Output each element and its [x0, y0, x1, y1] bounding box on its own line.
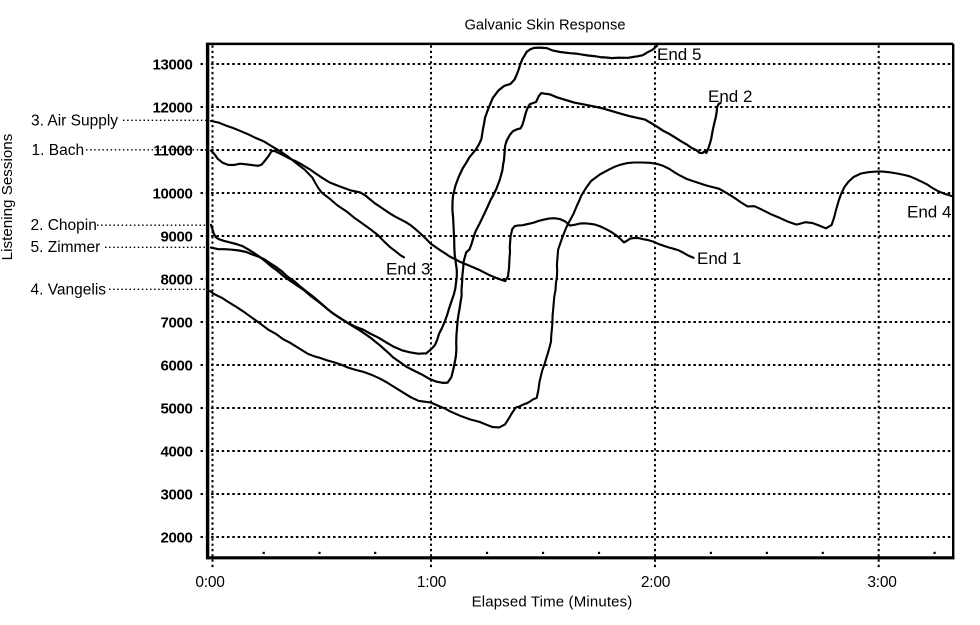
svg-text:1. Bach: 1. Bach	[32, 142, 85, 159]
svg-text:5000: 5000	[161, 400, 193, 417]
svg-text:10000: 10000	[153, 185, 193, 202]
svg-text:2:00: 2:00	[641, 574, 671, 591]
svg-text:Listening Sessions: Listening Sessions	[0, 133, 16, 260]
svg-text:2. Chopin: 2. Chopin	[31, 217, 97, 234]
svg-text:4000: 4000	[161, 443, 193, 460]
svg-text:12000: 12000	[153, 99, 193, 116]
svg-text:Galvanic Skin Response: Galvanic Skin Response	[464, 18, 625, 34]
svg-text:5. Zimmer: 5. Zimmer	[31, 239, 101, 256]
svg-text:3000: 3000	[161, 486, 193, 503]
svg-text:2000: 2000	[161, 529, 193, 546]
svg-text:Elapsed Time (Minutes): Elapsed Time (Minutes)	[472, 594, 633, 611]
svg-text:13000: 13000	[153, 56, 193, 73]
svg-text:End 3: End 3	[386, 260, 430, 279]
svg-text:1:00: 1:00	[417, 574, 447, 591]
svg-text:3:00: 3:00	[867, 574, 897, 591]
svg-text:9000: 9000	[161, 228, 193, 245]
svg-text:3. Air Supply: 3. Air Supply	[31, 112, 118, 129]
svg-text:End 4: End 4	[907, 203, 951, 222]
svg-text:8000: 8000	[161, 271, 193, 288]
svg-text:11000: 11000	[153, 142, 192, 159]
svg-text:0:00: 0:00	[195, 574, 225, 591]
svg-text:End 5: End 5	[657, 45, 701, 64]
svg-text:7000: 7000	[161, 314, 193, 331]
svg-text:End 2: End 2	[708, 87, 752, 106]
svg-text:4. Vangelis: 4. Vangelis	[31, 281, 107, 298]
svg-text:End 1: End 1	[697, 249, 741, 268]
svg-text:6000: 6000	[161, 357, 193, 374]
